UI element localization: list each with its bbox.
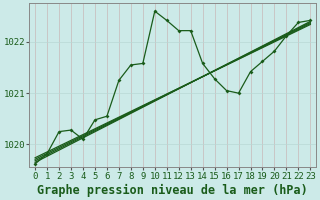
X-axis label: Graphe pression niveau de la mer (hPa): Graphe pression niveau de la mer (hPa) — [37, 183, 308, 197]
